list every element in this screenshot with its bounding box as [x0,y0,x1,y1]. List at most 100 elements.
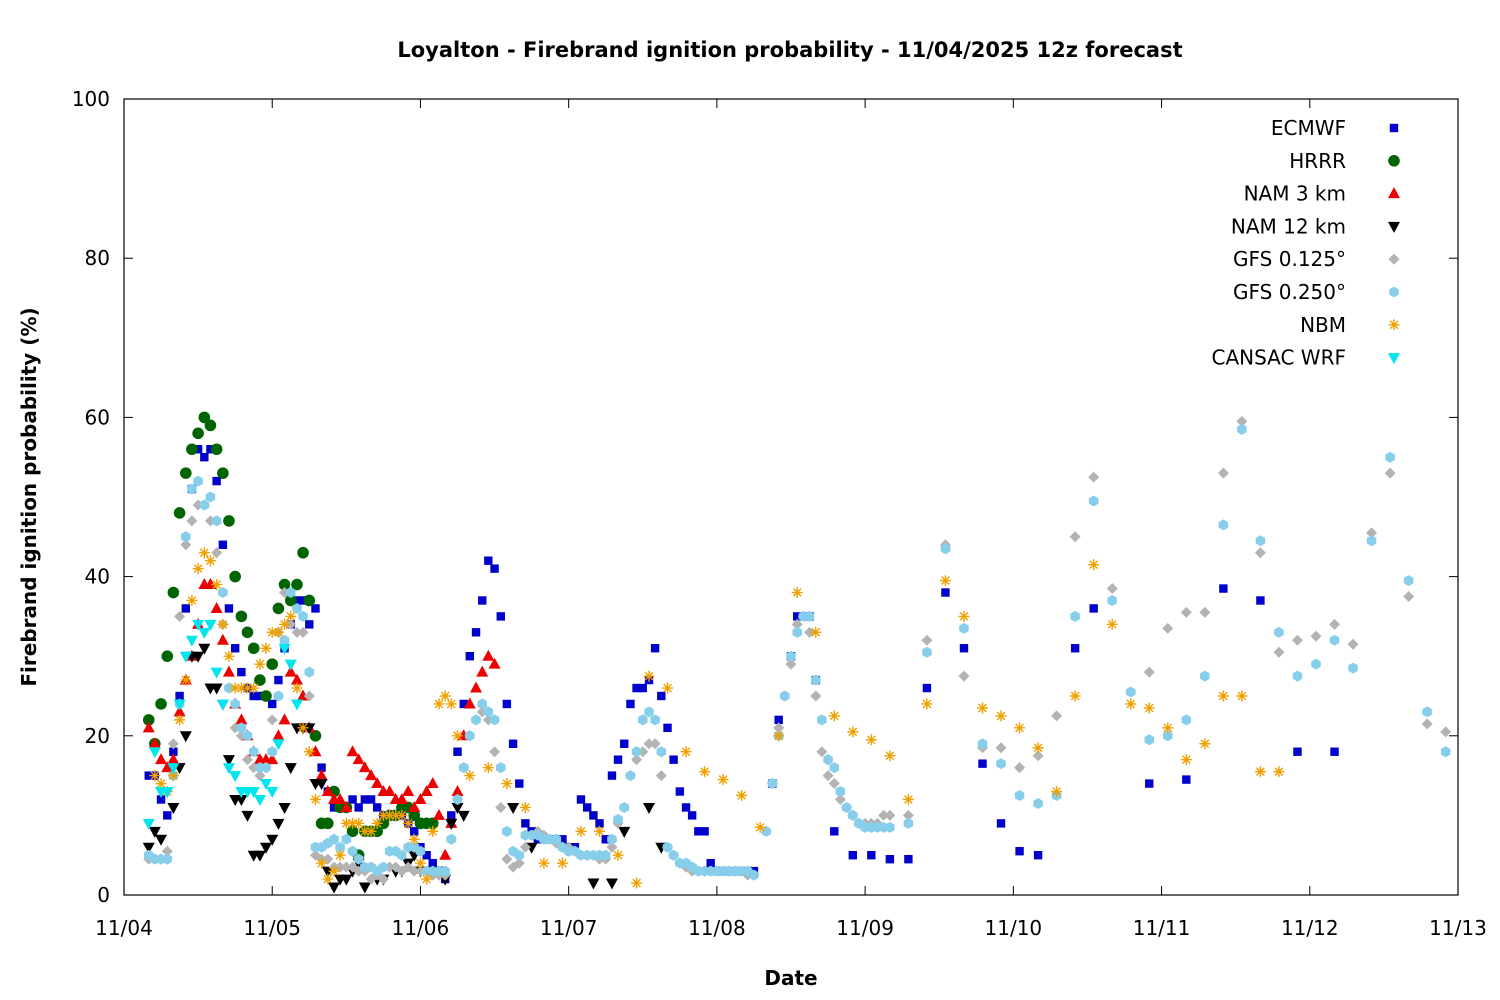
legend-item: HRRR [1289,149,1400,173]
data-point-gfs-0-250 [465,730,475,742]
data-point-gfs-0-250 [477,698,488,710]
data-point-gfs-0-125 [186,515,198,527]
data-point-ecmwf [465,652,475,661]
data-point-nbm [556,857,568,869]
x-tick-label: 11/04 [95,916,153,940]
data-point-nbm [736,790,748,801]
data-point-ecmwf [410,827,419,836]
data-point-gfs-0-250 [261,762,271,774]
data-point-gfs-0-250 [613,813,623,825]
data-point-nbm [1088,559,1100,571]
data-point-gfs-0-250 [977,738,988,750]
x-tick-label: 11/10 [985,916,1043,940]
data-point-cansac-wrf [259,779,272,791]
y-tick-label: 60 [85,405,110,429]
data-point-ecmwf [1256,596,1265,605]
data-point-cansac-wrf [179,651,192,663]
data-point-nam-12-km [235,794,248,806]
data-point-gfs-0-250 [1014,790,1025,801]
data-point-nam-12-km [587,878,600,890]
data-point-nam-3-km [439,848,452,860]
data-point-nam-3-km [142,721,155,733]
data-point-gfs-0-250 [496,762,506,774]
data-point-nbm [371,817,383,829]
data-point-hrrr [266,658,279,670]
data-point-gfs-0-250 [1274,626,1284,638]
data-point-gfs-0-250 [489,714,500,726]
x-tick-label: 11/09 [836,916,894,940]
data-point-ecmwf [298,596,308,605]
data-point-nam-12-km [266,834,279,846]
data-point-gfs-0-250 [1181,714,1192,726]
data-point-nam-12-km [457,810,470,822]
data-point-gfs-0-125 [810,690,822,702]
data-point-nbm [662,682,674,694]
data-point-gfs-0-250 [162,853,173,865]
data-point-hrrr [142,714,155,726]
data-point-nbm [501,778,513,790]
data-point-ecmwf [675,787,685,796]
data-point-nbm [939,575,951,587]
data-point-gfs-0-125 [921,634,933,646]
data-point-nbm [717,774,729,786]
data-point-gfs-0-125 [211,547,223,559]
data-point-gfs-0-125 [1069,531,1081,543]
data-point-ecmwf [1293,747,1302,756]
data-point-gfs-0-125 [174,610,186,622]
data-point-nbm [958,610,970,622]
data-point-gfs-0-250 [205,491,216,503]
data-point-cansac-wrf [167,763,180,775]
data-point-gfs-0-125 [1347,638,1359,650]
data-point-hrrr [186,443,198,456]
data-point-gfs-0-125 [606,841,618,853]
data-point-gfs-0-125 [1014,762,1026,774]
data-point-gfs-0-125 [334,861,346,873]
data-point-hrrr [278,578,291,591]
data-point-hrrr [167,586,180,599]
data-point-nbm [174,714,186,726]
data-point-gfs-0-125 [834,793,846,805]
data-point-gfs-0-125 [643,738,655,750]
data-point-nam-3-km [352,753,365,765]
data-point-hrrr [235,610,248,623]
data-point-gfs-0-250 [440,865,450,877]
data-point-ecmwf [650,644,660,653]
data-point-gfs-0-125 [884,809,896,821]
data-point-nam-12-km [315,779,328,791]
data-point-cansac-wrf [290,699,303,711]
data-point-nam-3-km [222,665,235,677]
data-point-nbm [865,734,877,746]
data-point-gfs-0-250 [353,853,364,865]
data-point-nbm [180,674,192,686]
data-point-nam-12-km [328,882,341,894]
data-point-nbm [198,547,210,559]
data-point-nbm [1125,698,1137,710]
data-point-nam-12-km [253,850,266,862]
data-point-gfs-0-250 [662,841,673,853]
data-point-nbm [773,730,785,742]
data-point-ecmwf [959,644,969,653]
data-point-gfs-0-125 [241,754,253,766]
data-point-nbm [291,682,303,694]
data-point-hrrr [291,578,303,591]
data-point-hrrr [254,674,266,686]
data-point-nbm [229,682,241,694]
legend-item: NBM [1300,313,1400,337]
data-point-gfs-0-250 [285,587,296,599]
data-point-ecmwf [274,675,283,685]
data-point-nbm [279,618,291,630]
data-point-gfs-0-250 [644,706,654,718]
data-point-nbm [384,809,396,821]
data-point-nbm [285,610,297,622]
y-tick-label: 40 [85,565,110,589]
data-point-ecmwf [681,803,691,812]
data-point-gfs-0-125 [519,841,531,853]
data-point-nbm [359,825,371,837]
data-point-nam-3-km [482,649,495,661]
data-point-nam-12-km [198,643,211,655]
data-point-gfs-0-250 [810,674,821,686]
data-point-nbm [223,650,235,662]
data-point-gfs-0-125 [501,853,513,865]
data-point-ecmwf [941,588,950,597]
